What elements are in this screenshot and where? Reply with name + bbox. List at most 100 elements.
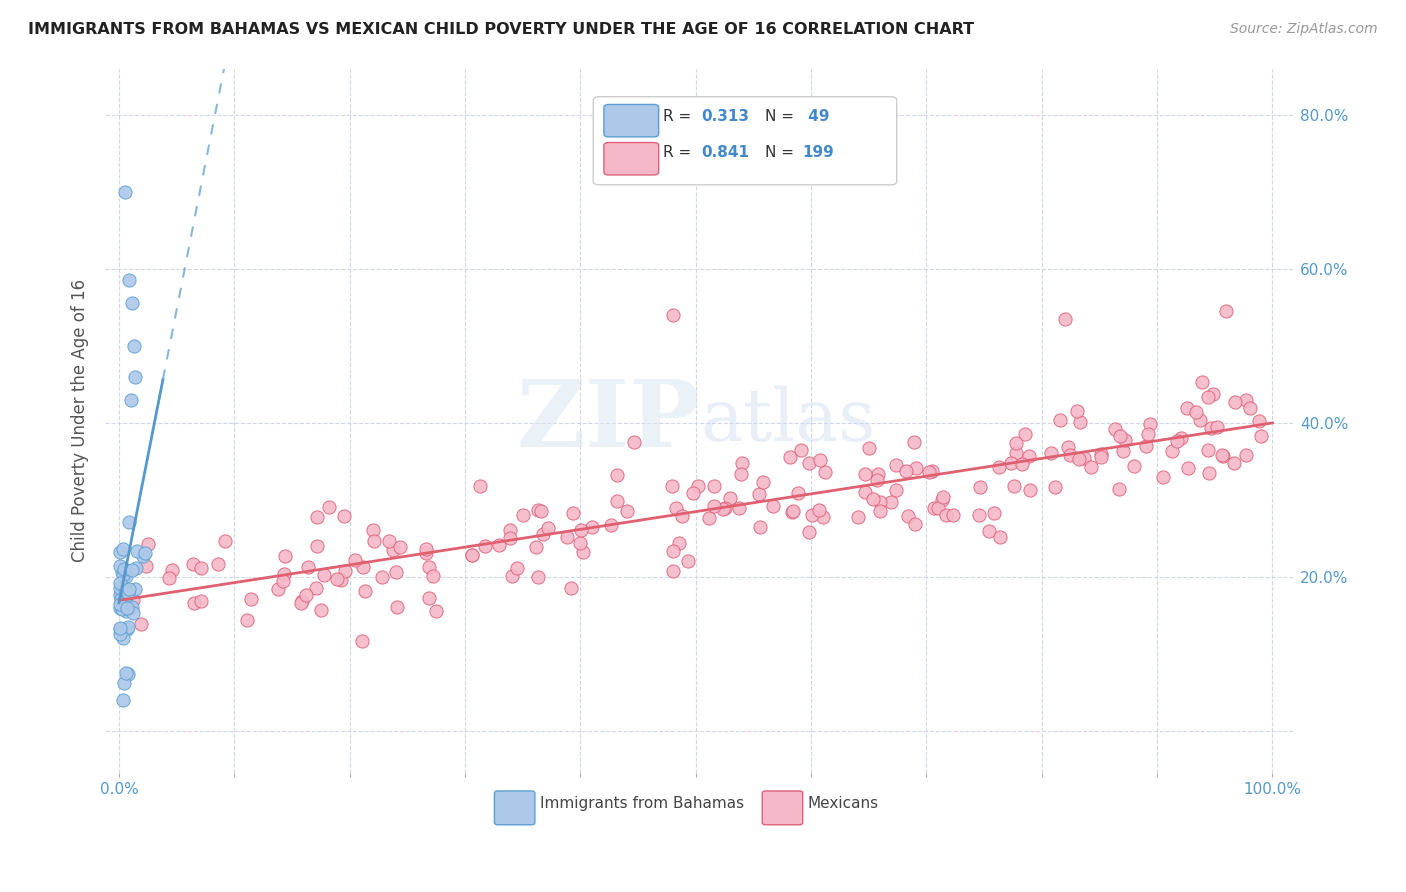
Point xyxy=(273,574,295,589)
Point xyxy=(1197,390,1219,404)
Text: Source: ZipAtlas.com: Source: ZipAtlas.com xyxy=(1230,22,1378,37)
Point xyxy=(111,565,134,579)
Point xyxy=(115,582,138,596)
Point xyxy=(108,581,131,595)
Point xyxy=(1059,448,1081,462)
Point xyxy=(121,296,143,310)
Point xyxy=(779,450,801,464)
Point xyxy=(1234,392,1257,407)
Point xyxy=(748,487,770,501)
Point xyxy=(1135,439,1157,453)
Point xyxy=(581,520,603,534)
Point xyxy=(1108,429,1130,443)
Point xyxy=(114,604,136,618)
Point xyxy=(799,524,821,539)
Point xyxy=(499,531,522,545)
Point xyxy=(108,588,131,602)
Point xyxy=(682,486,704,500)
Point xyxy=(1049,413,1071,427)
Point xyxy=(124,582,146,596)
Point xyxy=(1011,458,1033,472)
Point xyxy=(236,613,259,627)
Point xyxy=(114,569,136,583)
Point xyxy=(527,503,550,517)
Point xyxy=(332,509,354,524)
Point xyxy=(363,533,385,548)
Point xyxy=(537,521,560,535)
Point xyxy=(662,544,685,558)
Point xyxy=(1114,433,1136,447)
Point xyxy=(1137,427,1160,442)
Point xyxy=(848,510,870,524)
Point xyxy=(967,508,990,522)
Point xyxy=(1066,404,1088,418)
Point xyxy=(1177,460,1199,475)
Point xyxy=(1123,458,1146,473)
Point xyxy=(468,479,491,493)
Text: 49: 49 xyxy=(803,109,830,124)
Point xyxy=(924,500,946,515)
Point xyxy=(703,499,725,513)
Point xyxy=(112,676,135,690)
Point xyxy=(676,554,699,568)
Point xyxy=(1043,480,1066,494)
Point xyxy=(361,523,384,537)
Point xyxy=(120,392,142,407)
Point xyxy=(862,492,884,507)
Point xyxy=(560,582,582,596)
Point xyxy=(305,510,328,524)
Point xyxy=(1170,431,1192,445)
Point xyxy=(808,452,831,467)
Point xyxy=(125,544,148,558)
Point xyxy=(703,479,725,493)
Point xyxy=(988,530,1011,544)
Point xyxy=(1080,459,1102,474)
Point xyxy=(460,548,482,562)
Point xyxy=(782,504,804,518)
Point xyxy=(353,583,375,598)
Point xyxy=(917,465,939,479)
Point xyxy=(662,564,685,578)
Point xyxy=(1223,394,1246,409)
Point xyxy=(752,475,775,489)
Point xyxy=(385,599,408,614)
Point xyxy=(181,558,204,572)
Point xyxy=(114,185,136,199)
Point xyxy=(811,510,834,524)
Point xyxy=(927,501,949,516)
Point xyxy=(884,458,907,472)
Point xyxy=(385,565,408,579)
Point xyxy=(329,573,352,587)
Point xyxy=(108,576,131,591)
Point xyxy=(190,561,212,575)
Point xyxy=(1223,456,1246,470)
Point xyxy=(115,591,138,605)
Point xyxy=(112,562,135,576)
Point xyxy=(382,542,405,557)
Point xyxy=(108,621,131,635)
Point xyxy=(526,570,548,584)
Point xyxy=(371,569,394,583)
Point xyxy=(572,545,595,559)
Point xyxy=(987,459,1010,474)
Point xyxy=(727,501,749,516)
Point xyxy=(1004,479,1026,493)
Point xyxy=(905,460,928,475)
Point xyxy=(115,600,138,615)
Point xyxy=(389,540,412,554)
Point xyxy=(1211,448,1233,462)
Point xyxy=(352,560,374,574)
Point xyxy=(1000,457,1022,471)
Point xyxy=(138,537,160,551)
Point xyxy=(799,456,821,470)
Point xyxy=(1112,444,1135,458)
Point xyxy=(418,559,440,574)
Text: ZIP: ZIP xyxy=(516,376,700,466)
Text: 0.841: 0.841 xyxy=(702,145,749,160)
Point xyxy=(697,510,720,524)
Point xyxy=(524,541,547,555)
Point xyxy=(111,583,134,598)
Point xyxy=(190,594,212,608)
Point xyxy=(686,479,709,493)
Point xyxy=(561,506,583,520)
